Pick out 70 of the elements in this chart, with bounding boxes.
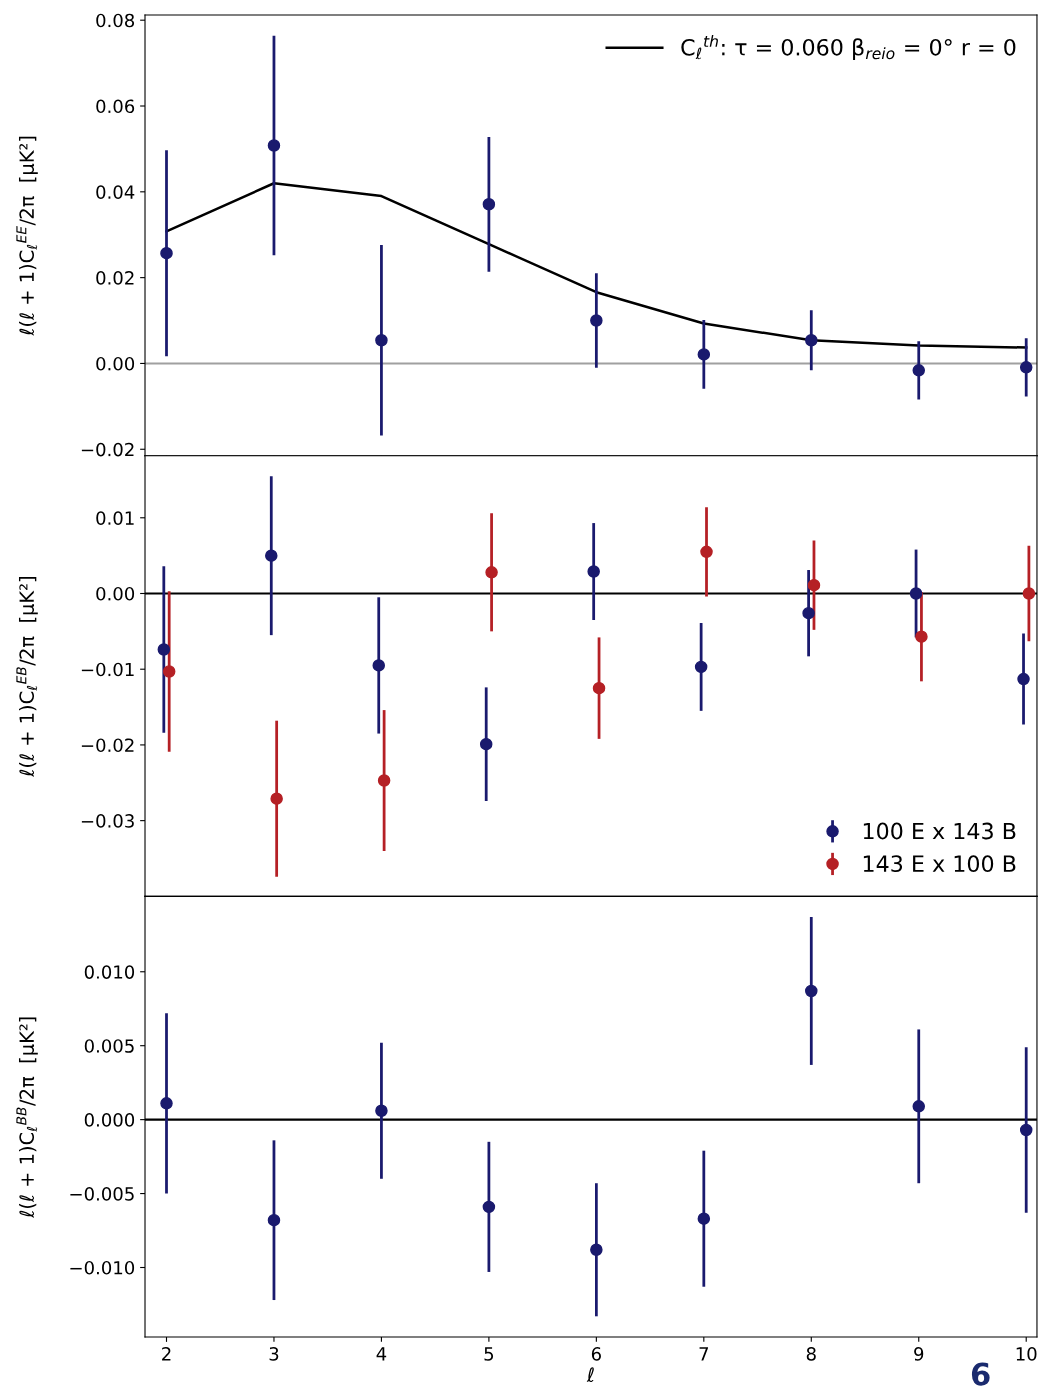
y-axis-title: ℓ(ℓ + 1)C$_{ℓ}$$^{BB}$/2π [μK²]: [16, 1017, 38, 1218]
y-tick-label: −0.02: [81, 738, 134, 753]
point: [482, 1200, 496, 1214]
legend-label: 143 E x 100 B: [863, 855, 1016, 873]
point: [697, 348, 711, 361]
point: [915, 630, 928, 643]
x-tick-label: 8: [806, 1347, 816, 1361]
point: [377, 774, 391, 787]
point: [700, 545, 713, 559]
x-tick-label: 3: [269, 1347, 279, 1361]
point: [485, 566, 498, 579]
x-tick-label: 9: [914, 1347, 924, 1361]
point: [802, 606, 815, 620]
y-tick-label: −0.03: [81, 814, 134, 828]
point: [162, 665, 176, 678]
y-tick-label: 0.08: [96, 13, 135, 28]
point: [697, 1212, 711, 1225]
y-tick-label: −0.01: [81, 662, 134, 677]
point: [807, 578, 821, 592]
x-tick-label: 4: [376, 1347, 387, 1361]
y-tick-label: 0.01: [96, 511, 134, 525]
y-tick-label: 0.00: [96, 356, 135, 371]
point: [479, 737, 493, 751]
point: [590, 314, 603, 327]
point: [912, 364, 926, 377]
legend-label: 100 E x 143 B: [863, 822, 1016, 840]
y-tick-label: −0.02: [81, 442, 134, 457]
x-tick-label: 2: [162, 1347, 171, 1361]
y-tick-label: −0.005: [70, 1187, 134, 1201]
point: [1017, 672, 1030, 686]
x-tick-label: 5: [484, 1347, 494, 1361]
point: [482, 198, 496, 211]
y-axis-title: ℓ(ℓ + 1)C$_{ℓ}$$^{EE}$/2π [μK²]: [16, 136, 38, 336]
point: [160, 1097, 173, 1110]
y-tick-label: 0.00: [96, 586, 135, 601]
y-tick-label: 0.010: [84, 965, 135, 979]
x-tick-label: 6: [591, 1347, 601, 1361]
point: [1022, 587, 1036, 600]
x-tick-label: 7: [699, 1347, 709, 1361]
y-tick-label: 0.06: [96, 99, 135, 114]
point: [590, 1243, 603, 1257]
point: [909, 587, 923, 600]
point: [372, 659, 385, 672]
point: [592, 681, 606, 695]
point: [157, 643, 171, 656]
point: [912, 1100, 926, 1113]
point: [1019, 1123, 1033, 1137]
point: [805, 334, 818, 347]
point: [805, 984, 818, 998]
text: 6: [971, 1362, 990, 1386]
point: [160, 246, 173, 260]
point: [267, 139, 281, 152]
y-axis-title: ℓ(ℓ + 1)C$_{ℓ}$$^{EB}$/2π [μK²]: [16, 577, 38, 777]
legend-label: C$_{ℓ}$$^{th}$: τ = 0.060 β$_{reio}$ = 0° r = 0: [681, 35, 1016, 60]
y-tick-label: 0.02: [96, 271, 134, 285]
x-axis-title: ℓ: [586, 1367, 594, 1383]
point: [694, 660, 708, 674]
y-tick-label: 0.005: [84, 1039, 134, 1053]
point: [1019, 361, 1033, 374]
line-series: [165, 181, 1028, 349]
point: [267, 1213, 281, 1227]
y-tick-label: 0.000: [84, 1113, 135, 1127]
point: [265, 549, 278, 562]
y-tick-label: −0.010: [70, 1260, 135, 1275]
point: [270, 792, 283, 805]
point: [375, 334, 388, 347]
x-tick-label: 10: [1016, 1347, 1037, 1361]
point: [375, 1104, 388, 1118]
point: [587, 565, 600, 578]
y-tick-label: 0.04: [96, 185, 135, 199]
